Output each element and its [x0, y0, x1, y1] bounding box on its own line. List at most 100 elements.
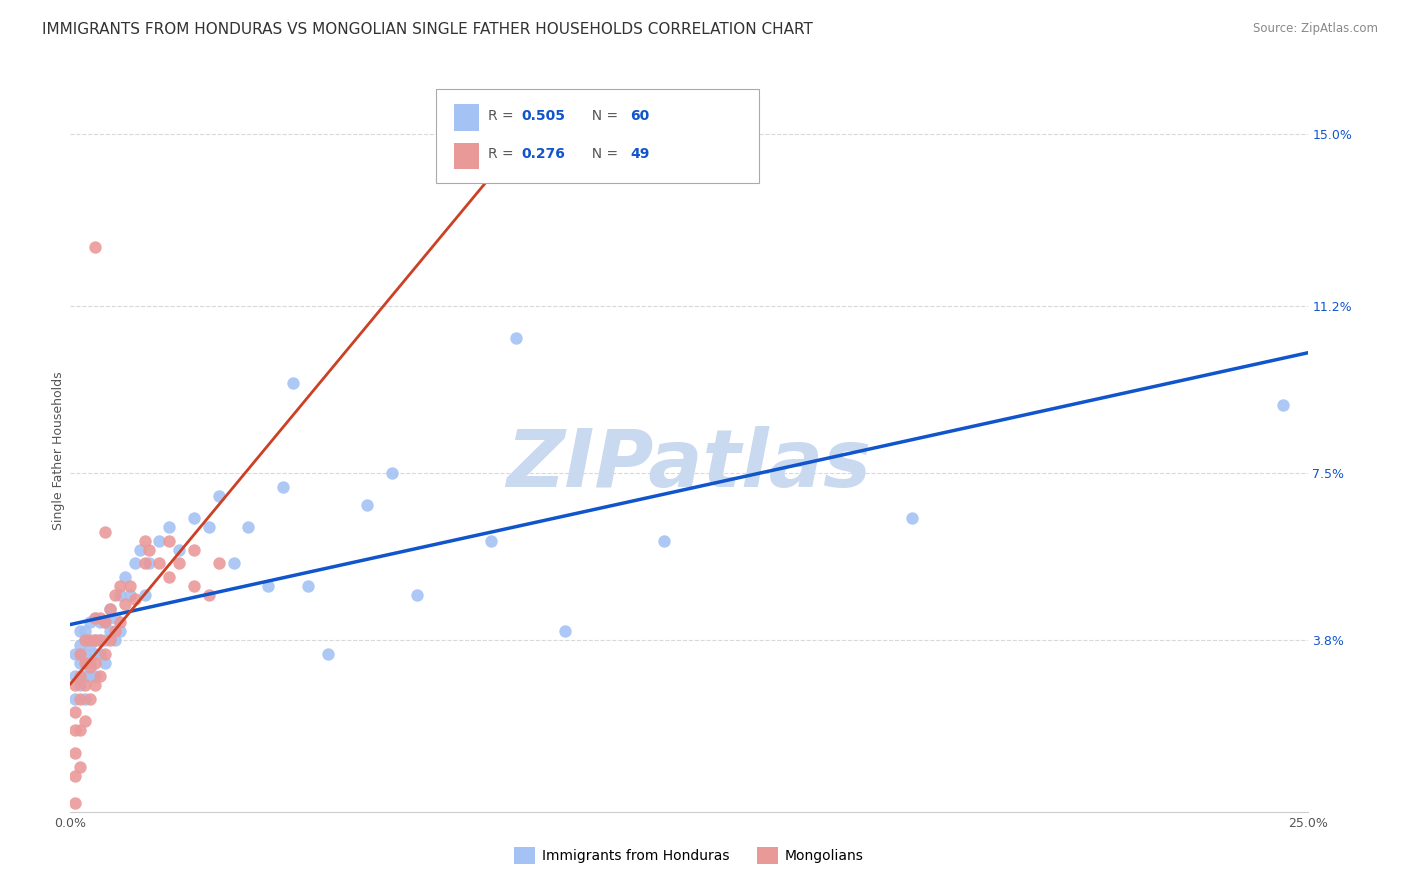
Point [84, 633, 107, 648]
Point [79, 615, 101, 629]
Point [75, 691, 97, 706]
Text: 0.276: 0.276 [522, 147, 565, 161]
Point [94, 633, 117, 648]
Point [84, 633, 107, 648]
Point [405, 588, 427, 602]
Text: R =: R = [488, 109, 517, 123]
Point [222, 557, 245, 571]
Point [198, 520, 221, 534]
Text: Source: ZipAtlas.com: Source: ZipAtlas.com [1253, 22, 1378, 36]
Point [118, 588, 141, 602]
Point [271, 480, 294, 494]
Point [79, 660, 101, 674]
Point [118, 579, 141, 593]
Point [79, 656, 101, 670]
Point [65, 746, 87, 760]
Point [134, 533, 156, 548]
Point [75, 714, 97, 729]
Point [65, 669, 87, 683]
Point [65, 678, 87, 692]
Point [69, 624, 91, 639]
Point [79, 669, 101, 683]
Point [84, 656, 107, 670]
Point [148, 557, 170, 571]
Point [94, 615, 117, 629]
Point [157, 533, 180, 548]
Point [104, 610, 127, 624]
Point [69, 678, 91, 692]
Point [138, 542, 160, 557]
Point [104, 588, 127, 602]
Point [281, 376, 304, 390]
Point [69, 723, 91, 738]
Point [124, 592, 146, 607]
Point [104, 633, 127, 648]
Point [1271, 398, 1294, 412]
Point [208, 557, 231, 571]
Point [89, 633, 111, 648]
Point [94, 615, 117, 629]
Point [94, 524, 117, 539]
Point [108, 579, 131, 593]
Point [554, 624, 576, 639]
Point [108, 615, 131, 629]
Point [69, 669, 91, 683]
Point [157, 520, 180, 534]
Point [84, 240, 107, 254]
Point [89, 615, 111, 629]
Point [89, 647, 111, 661]
Point [69, 691, 91, 706]
Point [89, 610, 111, 624]
Point [84, 610, 107, 624]
Point [65, 706, 87, 720]
Point [69, 638, 91, 652]
Text: N =: N = [583, 147, 623, 161]
Point [65, 691, 87, 706]
Point [505, 330, 527, 344]
Point [75, 678, 97, 692]
Text: ZIPatlas: ZIPatlas [506, 425, 872, 504]
Point [65, 769, 87, 783]
Text: IMMIGRANTS FROM HONDURAS VS MONGOLIAN SINGLE FATHER HOUSEHOLDS CORRELATION CHART: IMMIGRANTS FROM HONDURAS VS MONGOLIAN SI… [42, 22, 813, 37]
Point [84, 669, 107, 683]
Point [128, 542, 150, 557]
Point [148, 533, 170, 548]
Point [257, 579, 280, 593]
Point [114, 570, 136, 584]
Text: 49: 49 [630, 147, 650, 161]
Point [69, 656, 91, 670]
Point [79, 691, 101, 706]
Point [84, 647, 107, 661]
Y-axis label: Single Father Households: Single Father Households [52, 371, 65, 530]
Point [65, 796, 87, 810]
Point [69, 647, 91, 661]
Point [124, 557, 146, 571]
Point [652, 533, 675, 548]
Point [89, 669, 111, 683]
Point [108, 588, 131, 602]
Point [98, 624, 121, 639]
Point [198, 588, 221, 602]
Point [79, 638, 101, 652]
Point [157, 570, 180, 584]
Point [167, 557, 190, 571]
Text: R =: R = [488, 147, 517, 161]
Point [79, 633, 101, 648]
Point [114, 597, 136, 611]
Point [183, 511, 205, 525]
Point [94, 647, 117, 661]
Point [134, 588, 156, 602]
Point [104, 624, 127, 639]
Point [69, 759, 91, 773]
Point [356, 498, 378, 512]
Point [167, 542, 190, 557]
Point [138, 557, 160, 571]
Point [75, 633, 97, 648]
Point [89, 633, 111, 648]
Point [98, 633, 121, 648]
Point [84, 610, 107, 624]
Text: N =: N = [583, 109, 623, 123]
Point [65, 647, 87, 661]
Point [94, 656, 117, 670]
Point [900, 511, 922, 525]
